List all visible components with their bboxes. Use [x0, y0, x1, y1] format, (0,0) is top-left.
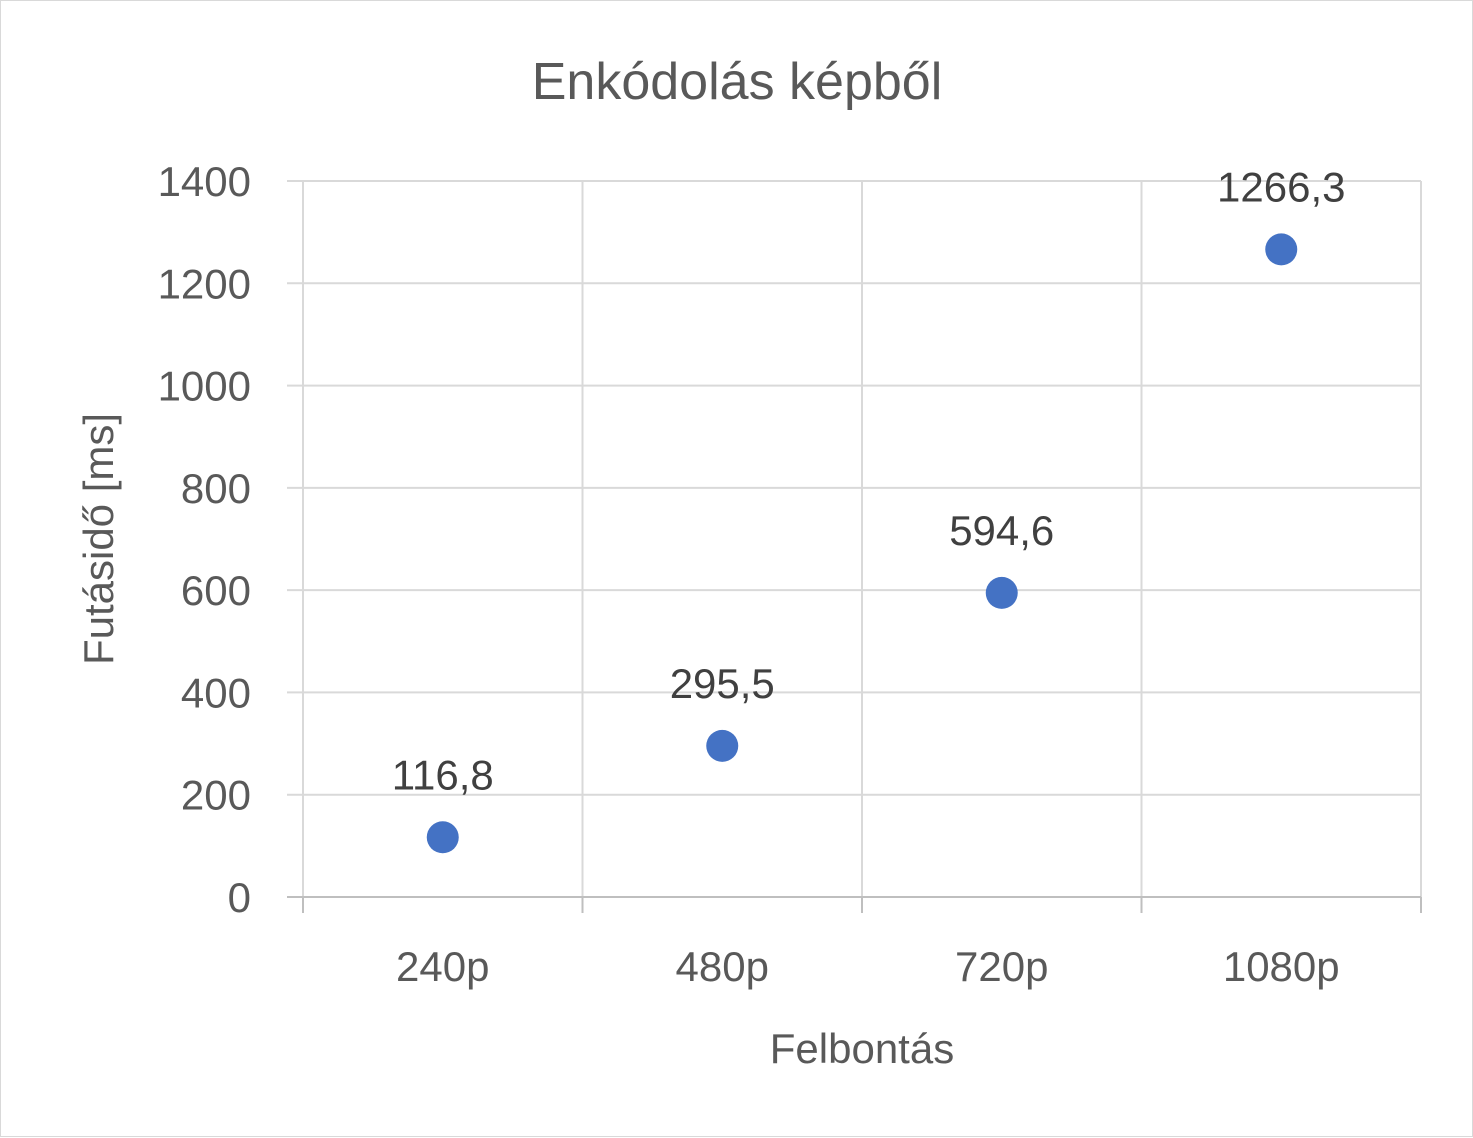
y-axis-title: Futásidő [ms]: [75, 413, 122, 665]
data-label: 594,6: [949, 507, 1054, 554]
data-label: 295,5: [670, 660, 775, 707]
chart-title: Enkódolás képből: [532, 53, 943, 111]
x-tick-label: 1080p: [1223, 943, 1340, 990]
y-tick-label: 0: [228, 874, 251, 921]
y-tick-label: 800: [181, 465, 251, 512]
data-points: [426, 233, 1298, 854]
axes: [287, 896, 1422, 913]
y-tick-label: 1000: [158, 363, 251, 410]
y-tick-label: 1400: [158, 158, 251, 205]
x-axis-title: Felbontás: [770, 1025, 954, 1072]
y-tick-label: 200: [181, 772, 251, 819]
x-tick-labels: 240p 480p 720p 1080p: [396, 943, 1340, 990]
x-tick-label: 720p: [955, 943, 1048, 990]
data-label: 1266,3: [1217, 163, 1345, 210]
data-point: [985, 576, 1018, 609]
data-point: [1265, 233, 1298, 266]
data-label: 116,8: [392, 751, 494, 798]
data-point: [706, 729, 739, 762]
y-tick-label: 400: [181, 669, 251, 716]
x-tick-label: 240p: [396, 943, 489, 990]
gridlines: [287, 180, 1422, 897]
data-labels: 116,8 295,5 594,6 1266,3: [392, 163, 1346, 798]
y-tick-label: 1200: [158, 260, 251, 307]
y-tick-label: 600: [181, 567, 251, 614]
x-tick-label: 480p: [676, 943, 769, 990]
y-tick-labels: 0 200 400 600 800 1000 1200 1400: [158, 158, 251, 921]
data-point: [426, 821, 459, 854]
